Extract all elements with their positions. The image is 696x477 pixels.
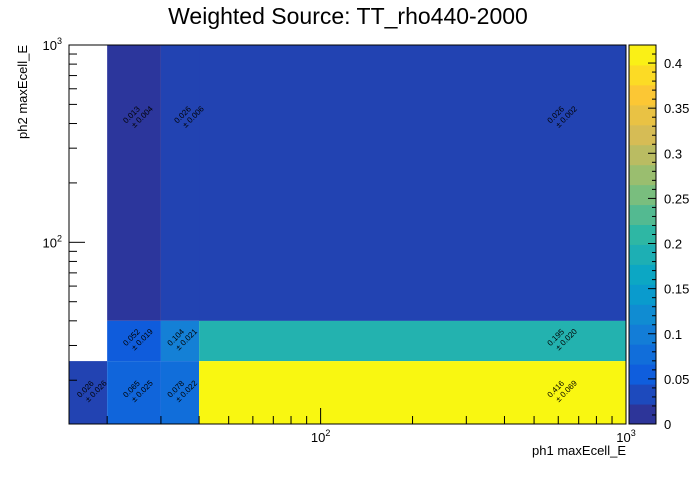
colorbar-tick-label: 0.4 [664,56,682,71]
heatmap-cell [69,361,108,424]
colorbar-band [629,244,656,265]
colorbar-band [629,284,656,305]
heatmap-cell [107,320,161,362]
colorbar-tick-label: 0.25 [664,191,689,206]
colorbar: 0 0.05 0.1 0.15 0.2 0.25 0.3 0.35 0.4 [628,44,689,432]
y-tick-exponent: 3 [57,36,62,46]
colorbar-band [629,124,656,146]
colorbar-tick-label: 0.1 [664,327,682,342]
colorbar-band [629,264,656,285]
heatmap-cell [199,361,627,424]
colorbar-tick-label: 0.15 [664,282,689,297]
heatmap-cell [160,320,200,362]
colorbar-band [629,144,656,166]
plot-area: 0.013± 0.004 0.026± 0.006 0.026± 0.0020.05… [43,36,636,445]
colorbar-tick-label: 0.3 [664,146,682,161]
colorbar-band [629,45,656,66]
x-tick-label: 102 [311,428,330,445]
colorbar-tick-label: 0 [664,417,671,432]
colorbar-band [629,364,656,385]
chart-title: Weighted Source: TT_rho440-2000 [168,3,528,29]
y-tick-label: 102 [43,233,62,250]
y-tick-exponent: 2 [57,233,62,243]
heatmap-cell [199,320,627,362]
heatmap-cell [160,361,200,424]
colorbar-band [629,104,656,126]
heatmap-cell [199,45,627,321]
colorbar-band [629,304,656,325]
colorbar-tick-label: 0.35 [664,101,689,116]
colorbar-band [629,404,656,425]
y-tick-base: 10 [43,235,57,250]
plot-frame [68,44,627,425]
colorbar-band [629,184,656,206]
colorbar-band [629,64,656,86]
x-axis-label: ph1 maxEcell_E [532,443,626,458]
x-tick-exponent: 2 [325,428,330,438]
colorbar-band [629,84,656,106]
x-tick-exponent: 3 [631,428,636,438]
x-tick-base: 10 [311,430,325,445]
y-tick-base: 10 [43,38,57,53]
colorbar-band [629,204,656,226]
x-tick-base: 10 [616,430,630,445]
colorbar-band [629,384,656,405]
colorbar-tick-label: 0.05 [664,372,689,387]
y-tick-label: 103 [43,36,62,53]
y-axis-label: ph2 maxEcell_E [15,45,30,139]
heatmap-cell [107,361,161,424]
heatmap-cell [107,45,161,321]
colorbar-band [629,324,656,345]
x-axis-ticks: 102 103 [106,408,636,445]
colorbar-band [629,164,656,186]
colorbar-band [629,344,656,365]
colorbar-tick-label: 0.2 [664,237,682,252]
x-tick-label: 103 [616,428,635,445]
colorbar-band [629,224,656,245]
heatmap-cells [69,45,627,424]
